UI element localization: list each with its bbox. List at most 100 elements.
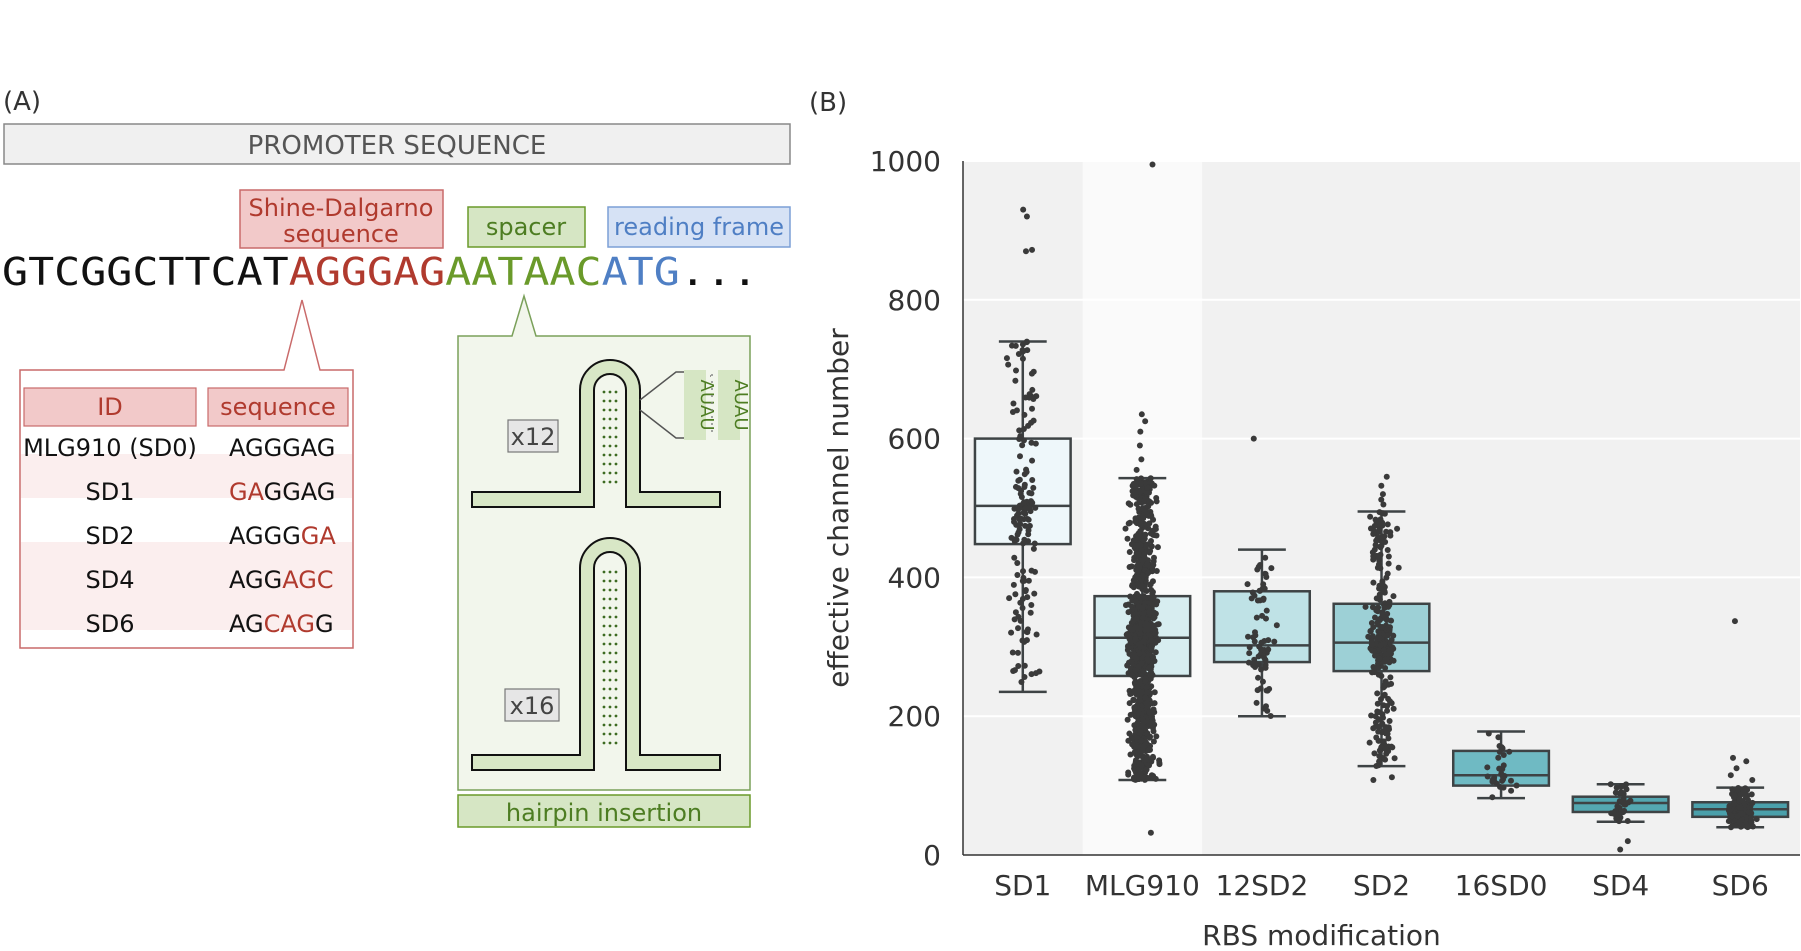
outlier-point: [1370, 777, 1377, 784]
data-point: [1145, 569, 1152, 576]
data-point: [1125, 737, 1132, 744]
data-point: [1620, 798, 1627, 805]
data-point: [1140, 719, 1147, 726]
wildtype-bases: AGGG: [229, 522, 301, 550]
basepair-dot: [608, 642, 612, 646]
data-point: [1142, 739, 1149, 746]
basepair-dot: [602, 651, 606, 655]
basepair-dot: [608, 570, 612, 574]
data-point: [1024, 515, 1031, 522]
spacer-label-box: [467, 206, 586, 248]
data-point: [1017, 490, 1024, 497]
data-point: [1142, 543, 1149, 550]
basepair-dot: [614, 426, 618, 430]
basepair-dot: [602, 741, 606, 745]
data-point: [1373, 518, 1380, 525]
promoter-box: [3, 123, 791, 165]
y-tick-label: 800: [888, 284, 941, 317]
basepair-dot: [608, 471, 612, 475]
data-point: [1390, 593, 1397, 600]
basepair-dot: [608, 687, 612, 691]
data-point: [1252, 632, 1259, 639]
outlier-point: [1743, 758, 1750, 765]
data-point: [1032, 670, 1039, 677]
data-point: [1251, 592, 1258, 599]
data-point: [1368, 641, 1375, 648]
data-point: [1032, 504, 1039, 511]
y-tick-label: 0: [923, 839, 941, 872]
outlier-point: [1388, 774, 1395, 781]
data-point: [1011, 667, 1018, 674]
points-SD2: [1362, 473, 1402, 784]
data-point: [1124, 535, 1131, 542]
outlier-point: [1250, 435, 1257, 442]
data-point: [1141, 552, 1148, 559]
data-point: [1385, 724, 1392, 731]
data-point: [1135, 505, 1142, 512]
data-point: [1262, 615, 1269, 622]
table-header-seq: sequence: [220, 393, 336, 421]
outlier-point: [1378, 496, 1385, 503]
data-point: [1731, 792, 1738, 799]
data-point: [1149, 713, 1156, 720]
data-point: [1016, 453, 1023, 460]
table-header-id: ID: [97, 393, 123, 421]
basepair-dot: [614, 570, 618, 574]
basepair-dot: [602, 462, 606, 466]
data-point: [1375, 716, 1382, 723]
data-point: [1391, 755, 1398, 762]
data-point: [1499, 777, 1506, 784]
basepair-dot: [608, 696, 612, 700]
data-point: [1262, 703, 1269, 710]
data-point: [1379, 623, 1386, 630]
data-point: [1015, 510, 1022, 517]
sd-table-stripe-3: [21, 542, 352, 586]
data-point: [1258, 666, 1265, 673]
basepair-dot: [608, 426, 612, 430]
mutated-bases: CAG: [264, 610, 315, 638]
data-point: [1028, 567, 1035, 574]
x-tick-label: SD4: [1592, 869, 1649, 902]
basepair-dot: [608, 399, 612, 403]
data-point: [1254, 566, 1261, 573]
data-point: [1369, 633, 1376, 640]
outlier-point: [1142, 418, 1149, 425]
data-point: [1369, 669, 1376, 676]
data-point: [1375, 723, 1382, 730]
data-point: [1029, 386, 1036, 393]
basepair-dot: [602, 417, 606, 421]
basepair-dot: [608, 732, 612, 736]
x-tick-label: SD2: [1353, 869, 1410, 902]
data-point: [1753, 816, 1760, 823]
data-point: [1138, 480, 1145, 487]
basepair-dot: [608, 615, 612, 619]
data-point: [1143, 684, 1150, 691]
basepair-dot: [602, 435, 606, 439]
data-point: [1500, 752, 1507, 759]
data-point: [1128, 672, 1135, 679]
data-point: [1376, 709, 1383, 716]
data-point: [1130, 697, 1137, 704]
data-point: [1132, 574, 1139, 581]
outlier-point: [1137, 428, 1144, 435]
data-point: [1262, 554, 1269, 561]
data-point: [1140, 614, 1147, 621]
data-point: [1021, 411, 1028, 418]
basepair-dot: [608, 453, 612, 457]
x12-box: [507, 419, 559, 453]
data-point: [1154, 544, 1161, 551]
data-point: [1014, 649, 1021, 656]
x-tick-label: SD6: [1712, 869, 1769, 902]
data-point: [1012, 377, 1019, 384]
data-point: [1246, 644, 1253, 651]
data-point: [1618, 783, 1625, 790]
data-point: [1017, 599, 1024, 606]
basepair-dot: [602, 453, 606, 457]
basepair-dot: [602, 705, 606, 709]
x16-label: x16: [510, 692, 555, 720]
data-point: [1014, 559, 1021, 566]
data-point: [1019, 605, 1026, 612]
repeat-unit-left: AUAU: [696, 380, 717, 431]
data-point: [1144, 703, 1151, 710]
